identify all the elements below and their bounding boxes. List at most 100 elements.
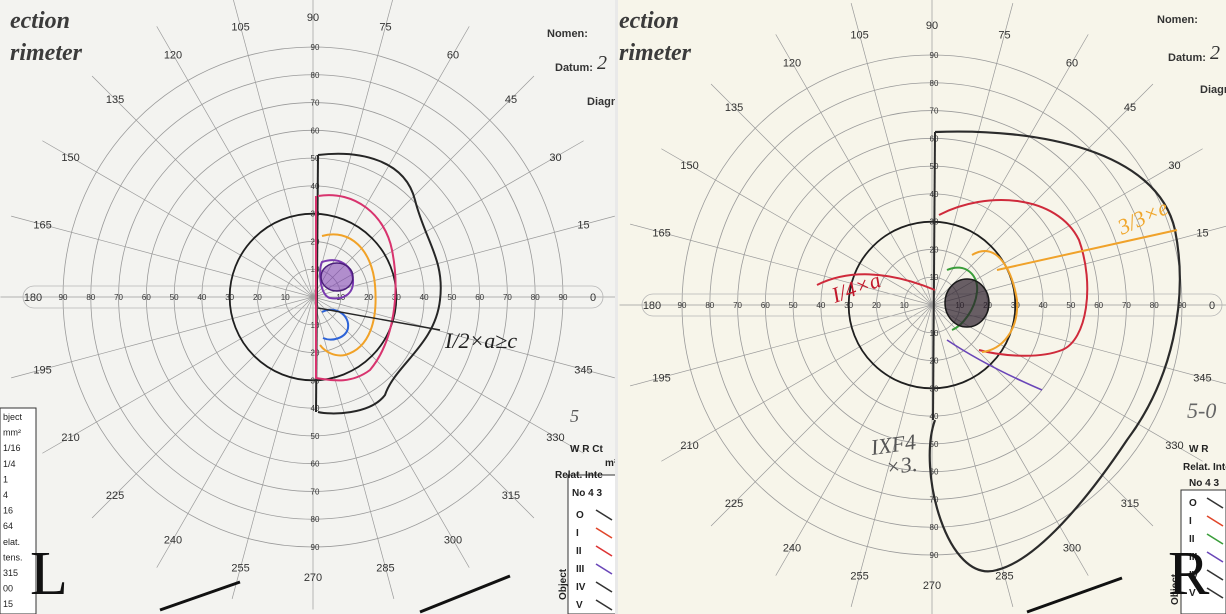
ring-label-left-30: 30 (844, 301, 853, 310)
isopter-outer (928, 130, 1181, 573)
ring-label-down-40: 40 (930, 412, 939, 421)
eye-label-left: L (30, 540, 68, 608)
object-table-cell: mm² (3, 428, 21, 438)
ring-label-up-90: 90 (311, 43, 320, 52)
meridian-345 (312, 296, 615, 379)
ring-label-left-60: 60 (761, 301, 770, 310)
legend-swatch-V (1206, 587, 1224, 599)
isopter-orange (971, 250, 1019, 353)
meridian-label-285: 285 (995, 570, 1013, 582)
chart-title-line-2: rimeter (619, 40, 691, 66)
meridian-150 (661, 148, 933, 306)
meridian-label-330: 330 (546, 432, 564, 444)
horizontal-scale-band (22, 285, 604, 309)
meridian-label-30: 30 (1168, 160, 1180, 172)
ring-label-up-40: 40 (311, 182, 320, 191)
meridian-120 (775, 34, 933, 306)
isopter-outer (317, 307, 441, 331)
object-table-cell: elat. (3, 537, 20, 547)
isopter-blue (321, 308, 350, 341)
handwriting-label-4: 5-0 (1187, 398, 1216, 423)
meridian-255 (850, 304, 933, 607)
meridian-label-195: 195 (652, 372, 670, 384)
legend-relat: Relat. Inte (555, 470, 603, 481)
meridian-45 (931, 83, 1154, 306)
legend-swatch-O (595, 509, 613, 521)
meridian-label-30: 30 (549, 152, 561, 164)
chart-title-line-1: ection (619, 8, 679, 34)
meridian-label-75: 75 (998, 30, 1010, 42)
right-eye-perimetry-chart: 120 105 90 75 60 45 30 15 0 345 330 315 300 285 270 255… (617, 0, 1226, 614)
meridian-105 (850, 3, 933, 306)
meridian-label-105: 105 (231, 22, 249, 34)
ring-label-left-90: 90 (59, 293, 68, 302)
ring-label-down-80: 80 (930, 523, 939, 532)
isopter-purple (946, 339, 1043, 391)
meridian-210 (661, 304, 933, 462)
ring-label-right-80: 80 (531, 293, 540, 302)
meridian-330 (312, 296, 584, 454)
object-table-cell: 00 (3, 584, 13, 594)
meridian-label-345: 345 (1193, 372, 1211, 384)
left-eye-perimetry-chart: 120 105 90 75 60 45 30 15 0 345 330 315 300 285 270 255… (0, 0, 617, 614)
legend-row-II: II (1189, 534, 1195, 545)
meridian-label-105: 105 (850, 30, 868, 42)
bottom-arrow-right (1026, 576, 1123, 614)
ring-label-right-90: 90 (559, 293, 568, 302)
ring-label-right-50: 50 (1066, 301, 1075, 310)
meridian-label-255: 255 (231, 562, 249, 574)
legend-box (1180, 489, 1226, 614)
meridian-60 (931, 34, 1089, 306)
ring-label-right-60: 60 (1094, 301, 1103, 310)
legend-row-III: III (1189, 552, 1198, 563)
isopter-orange (996, 229, 1178, 271)
meridian-330 (931, 304, 1203, 462)
meridian-135 (91, 75, 314, 298)
handwriting-label-3: ×3. (884, 451, 919, 480)
legend-row-II: II (576, 546, 582, 557)
object-table-cell: 1 (3, 474, 8, 484)
object-table (0, 407, 37, 614)
meridian-15 (312, 215, 615, 298)
ring-30-reference (847, 220, 1017, 390)
ring-label-left-70: 70 (733, 301, 742, 310)
ring-label-right-80: 80 (1150, 301, 1159, 310)
meridian-label-300: 300 (1063, 542, 1081, 554)
meridian-105 (233, 0, 314, 298)
meridian-240 (156, 296, 314, 568)
meridian-label-300: 300 (444, 534, 462, 546)
datum-value: 2 (597, 52, 607, 74)
meridian-label-270: 270 (923, 580, 941, 592)
ring-label-left-40: 40 (816, 301, 825, 310)
ring-label-left-50: 50 (170, 293, 179, 302)
meridian-label-90: 90 (307, 12, 319, 24)
ring-label-down-90: 90 (311, 543, 320, 552)
legend-row-IV: IV (1189, 570, 1199, 581)
meridian-75 (312, 0, 393, 298)
meridian-label-210: 210 (61, 432, 79, 444)
ring-label-right-60: 60 (475, 293, 484, 302)
legend-swatch-III (1206, 551, 1224, 563)
bottom-arrow-right (419, 574, 511, 614)
meridian-30 (931, 148, 1203, 306)
meridian-label-15: 15 (577, 220, 589, 232)
chart-title-line-2: rimeter (10, 40, 82, 66)
legend-relat: Relat. Inte (1183, 462, 1226, 473)
ring-label-up-70: 70 (930, 107, 939, 116)
meridian-60 (312, 26, 470, 298)
ring-label-right-30: 30 (1011, 301, 1020, 310)
meridian-label-270: 270 (304, 572, 322, 584)
legend-swatch-O (1206, 497, 1224, 509)
ring-30-reference (228, 212, 398, 382)
meridian-label-315: 315 (1121, 498, 1139, 510)
ring-label-down-90: 90 (930, 551, 939, 560)
ring-label-up-50: 50 (311, 154, 320, 163)
legend-row-III: III (576, 564, 585, 575)
ring-label-up-80: 80 (311, 71, 320, 80)
meridian-label-0: 0 (590, 292, 596, 304)
ring-label-down-60: 60 (311, 460, 320, 469)
meridian-label-180: 180 (643, 300, 661, 312)
meridian-255 (231, 296, 314, 599)
panel-divider (615, 0, 618, 614)
scotoma-hatch (320, 262, 354, 292)
